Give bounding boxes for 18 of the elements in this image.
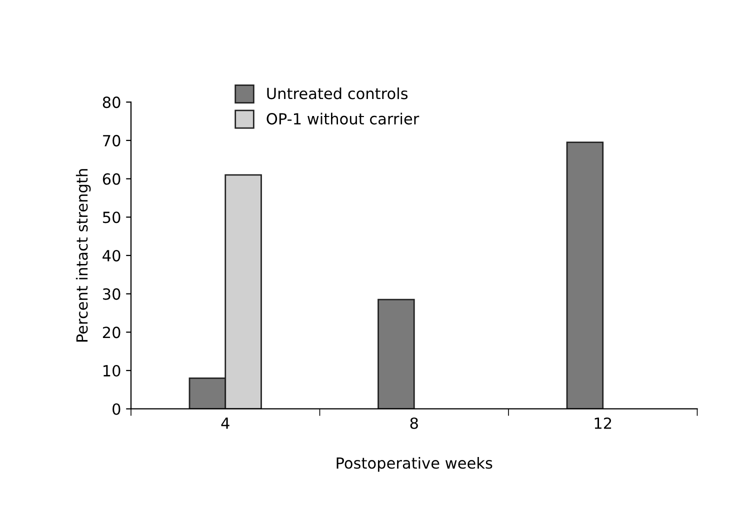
y-tick-label: 70 — [103, 134, 120, 146]
x-tick-label: 8 — [410, 417, 418, 430]
bar — [566, 142, 604, 409]
y-tick-label: 40 — [102, 250, 120, 262]
x-tick-label: 12 — [594, 417, 612, 429]
y-tick-label: 0 — [112, 403, 120, 415]
y-tick-label: 20 — [102, 326, 120, 338]
y-tick-label: 50 — [103, 212, 120, 224]
legend-label: OP-1 without carrier — [266, 112, 420, 125]
y-tick-label: 10 — [104, 364, 120, 377]
y-tick-label: 30 — [102, 288, 120, 300]
legend-label: Untreated controls — [267, 87, 408, 100]
y-tick-label: 60 — [102, 173, 120, 185]
bar — [378, 298, 415, 409]
x-tick-label: 4 — [221, 418, 230, 429]
x-axis-title: Postoperative weeks — [336, 456, 492, 472]
y-tick-label: 80 — [102, 96, 120, 108]
y-axis-title: Percent intact strength — [76, 169, 91, 342]
